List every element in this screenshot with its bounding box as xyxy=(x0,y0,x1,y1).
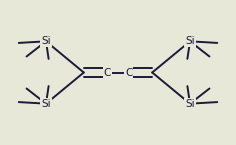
Text: C: C xyxy=(104,68,111,77)
Text: Si: Si xyxy=(185,99,195,109)
Text: Si: Si xyxy=(185,36,195,46)
Text: Si: Si xyxy=(41,99,51,109)
Text: Si: Si xyxy=(41,36,51,46)
Text: C: C xyxy=(125,68,132,77)
